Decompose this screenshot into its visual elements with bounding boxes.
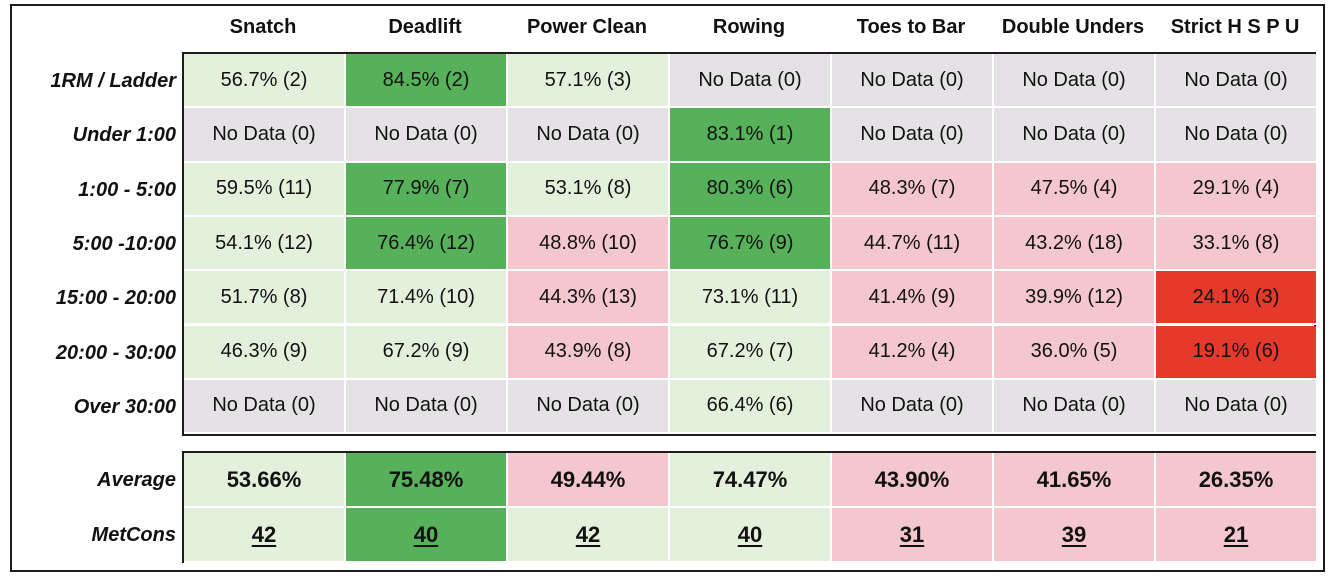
table-cell: No Data (0): [670, 54, 832, 109]
column-header: Power Clean: [526, 16, 648, 38]
summary-grid: 53.66% 75.48% 49.44% 74.47% 43.90% 41.65% 26.3…: [182, 451, 1318, 563]
table-cell: 67.2% (9): [346, 325, 508, 380]
average-label: Average: [97, 469, 176, 491]
table-cell: 39.9% (12): [994, 271, 1156, 326]
results-grid: 56.7% (2) 84.5% (2) 57.1% (3) No Data (0) No…: [182, 52, 1318, 436]
table-cell: 73.1% (11): [670, 271, 832, 326]
table-cell: 48.8% (10): [508, 216, 670, 272]
table-cell: 43.9% (8): [508, 325, 670, 380]
table-cell: No Data (0): [184, 379, 346, 435]
column-header: Double Unders: [1001, 16, 1145, 38]
average-cell: 53.66%: [184, 453, 346, 508]
metcons-value: 40: [737, 521, 763, 547]
average-value: 26.35%: [1198, 466, 1274, 492]
average-value: 75.48%: [388, 466, 464, 492]
column-header: Deadlift: [388, 16, 462, 38]
metcons-cell: 39: [994, 508, 1156, 563]
table-cell: 77.9% (7): [346, 162, 508, 217]
table-cell: 48.3% (7): [832, 162, 994, 217]
metcons-value: 42: [575, 521, 601, 547]
table-cell: 66.4% (6): [670, 379, 832, 435]
column-header: Toes to Bar: [856, 16, 966, 38]
table-cell: No Data (0): [1156, 379, 1318, 435]
average-cell: 49.44%: [508, 453, 670, 508]
table-cell: 57.1% (3): [508, 54, 670, 109]
table-cell: 46.3% (9): [184, 325, 346, 380]
table-cell: No Data (0): [994, 379, 1156, 435]
table-cell: 33.1% (8): [1156, 216, 1318, 272]
column-header: Snatch: [229, 16, 297, 38]
table-cell: 71.4% (10): [346, 271, 508, 326]
table-cell: No Data (0): [994, 54, 1156, 109]
average-cell: 41.65%: [994, 453, 1156, 508]
average-cell: 74.47%: [670, 453, 832, 508]
row-label: Over 30:00: [73, 395, 176, 418]
table-cell: No Data (0): [508, 379, 670, 435]
average-cell: 43.90%: [832, 453, 994, 508]
average-cell: 75.48%: [346, 453, 508, 508]
table-cell: No Data (0): [1156, 54, 1318, 109]
table-cell: No Data (0): [994, 108, 1156, 163]
average-value: 41.65%: [1036, 466, 1112, 492]
average-value: 49.44%: [550, 466, 626, 492]
table-cell: No Data (0): [346, 379, 508, 435]
metcons-cell: 40: [670, 508, 832, 563]
row-label: Under 1:00: [72, 124, 176, 147]
table-cell: No Data (0): [184, 108, 346, 163]
table-cell: 41.2% (4): [832, 325, 994, 380]
table-cell: 59.5% (11): [184, 162, 346, 217]
table-cell: 56.7% (2): [184, 54, 346, 109]
table-cell: 44.7% (11): [832, 216, 994, 272]
average-value: 53.66%: [226, 466, 302, 492]
metcons-value: 42: [251, 521, 277, 547]
metcons-value: 40: [413, 521, 439, 547]
table-cell: No Data (0): [832, 54, 994, 109]
table-cell: 76.4% (12): [346, 216, 508, 272]
table-cell: No Data (0): [832, 108, 994, 163]
table-cell: 44.3% (13): [508, 271, 670, 326]
column-header: Strict H S P U: [1170, 16, 1300, 38]
row-label: 20:00 - 30:00: [55, 341, 176, 364]
table-cell: 80.3% (6): [670, 162, 832, 217]
metcons-cell: 21: [1156, 508, 1318, 563]
metcons-cell: 31: [832, 508, 994, 563]
average-value: 43.90%: [874, 466, 950, 492]
metcons-cell: 42: [184, 508, 346, 563]
table-cell: No Data (0): [1156, 108, 1318, 163]
table-cell: 43.2% (18): [994, 216, 1156, 272]
row-label: 15:00 - 20:00: [55, 287, 176, 310]
table-cell: 51.7% (8): [184, 271, 346, 326]
table-cell: 47.5% (4): [994, 162, 1156, 217]
table-cell: 76.7% (9): [670, 216, 832, 272]
table-cell: 41.4% (9): [832, 271, 994, 326]
row-label: 1RM / Ladder: [50, 70, 176, 92]
table-cell: 19.1% (6): [1156, 325, 1318, 380]
table-cell: No Data (0): [832, 379, 994, 435]
row-label: 5:00 -10:00: [72, 232, 176, 255]
table-cell: 24.1% (3): [1156, 271, 1318, 326]
average-value: 74.47%: [712, 466, 788, 492]
metcons-cell: 42: [508, 508, 670, 563]
table-cell: 54.1% (12): [184, 216, 346, 272]
metcons-value: 39: [1061, 521, 1087, 547]
table-cell: 84.5% (2): [346, 54, 508, 109]
table-cell: 29.1% (4): [1156, 162, 1318, 217]
table-frame: [10, 4, 1325, 572]
table-cell: No Data (0): [508, 108, 670, 163]
table-cell: 53.1% (8): [508, 162, 670, 217]
average-cell: 26.35%: [1156, 453, 1318, 508]
table-cell: 83.1% (1): [670, 108, 832, 163]
table-cell: No Data (0): [346, 108, 508, 163]
row-label: 1:00 - 5:00: [78, 178, 176, 201]
column-header: Rowing: [712, 16, 786, 38]
metcons-value: 21: [1223, 521, 1249, 547]
table-cell: 67.2% (7): [670, 325, 832, 380]
metcons-value: 31: [899, 521, 925, 547]
metcons-label: MetCons: [91, 524, 176, 546]
table-cell: 36.0% (5): [994, 325, 1156, 380]
metcons-cell: 40: [346, 508, 508, 563]
